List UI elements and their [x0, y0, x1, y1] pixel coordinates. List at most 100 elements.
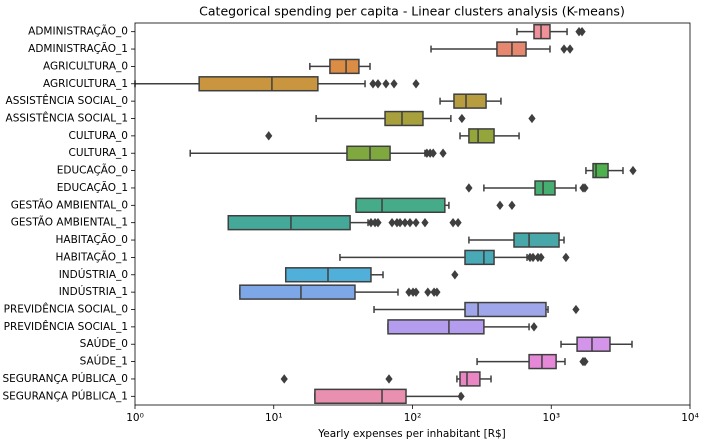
x-tick-label: 10⁴	[681, 412, 699, 424]
flier	[385, 374, 393, 384]
box	[533, 23, 551, 40]
box	[355, 197, 446, 214]
box-group	[430, 41, 574, 57]
box	[198, 76, 319, 92]
flier	[508, 200, 516, 210]
box-group	[314, 388, 465, 405]
box-group	[373, 301, 580, 318]
y-tick-label: GESTÃO AMBIENTAL_0	[11, 198, 128, 211]
box-group	[355, 197, 516, 214]
flier	[396, 218, 404, 228]
box	[346, 145, 391, 161]
box	[387, 319, 485, 335]
flier	[374, 218, 382, 228]
box	[227, 214, 351, 231]
box-group	[439, 93, 502, 109]
flier	[529, 252, 537, 263]
flier	[581, 183, 589, 193]
flier	[629, 165, 637, 176]
flier	[390, 79, 398, 89]
y-tick-label: EDUCAÇÃO_0	[57, 164, 128, 177]
box	[576, 336, 611, 352]
box	[459, 371, 481, 387]
y-tick-label: HABITAÇÃO_1	[55, 250, 128, 263]
flier	[367, 218, 375, 228]
flier	[578, 27, 586, 37]
box	[534, 180, 556, 196]
flier	[388, 218, 396, 228]
y-tick-label: ASSISTÊNCIA SOCIAL_0	[6, 94, 128, 107]
x-tick-label: 10¹	[265, 412, 283, 424]
flier	[421, 218, 429, 228]
box-group	[284, 267, 459, 283]
flier	[412, 287, 420, 297]
flier	[454, 218, 462, 228]
plot-area: 10⁰ 10¹ 10² 10³ 10⁴ ADMINISTRAÇÃO_0 ADMINISTRA…	[3, 23, 699, 424]
flier	[581, 356, 589, 367]
box-group	[339, 249, 570, 266]
x-axis-label: Yearly expenses per inhabitant [R$]	[317, 428, 506, 440]
flier	[401, 218, 409, 228]
flier	[405, 287, 413, 297]
y-tick-label: AGRICULTURA_0	[43, 60, 128, 72]
y-tick-label: SAÚDE_1	[80, 355, 128, 368]
y-tick-label: SAÚDE_0	[80, 337, 128, 350]
box	[239, 284, 356, 300]
flier	[439, 148, 447, 158]
chart-title: Categorical spending per capita - Linear…	[199, 4, 625, 19]
y-tick-label: EDUCAÇÃO_1	[57, 181, 128, 194]
flier	[369, 79, 377, 89]
box	[468, 128, 495, 144]
flier	[449, 218, 457, 228]
box-group	[516, 23, 586, 40]
y-tick-label: GESTÃO AMBIENTAL_1	[11, 216, 128, 229]
box-group	[387, 319, 538, 335]
box-group	[265, 128, 520, 144]
y-tick-label: AGRICULTURA_1	[43, 78, 128, 90]
flier	[458, 113, 466, 124]
flier	[433, 287, 441, 297]
y-tick-label: PREVIDÊNCIA SOCIAL_0	[4, 303, 128, 316]
y-tick-label: INDÚSTRIA_1	[59, 285, 128, 298]
flier	[374, 79, 382, 89]
y-tick-label: CULTURA_1	[68, 147, 128, 159]
box-group	[280, 371, 492, 387]
flier	[412, 218, 420, 228]
flier	[280, 374, 288, 384]
flier	[530, 322, 538, 332]
box	[314, 388, 407, 405]
box-group	[476, 353, 589, 370]
box	[329, 58, 360, 75]
box-group	[134, 76, 420, 92]
box-group	[465, 180, 589, 196]
y-tick-label: HABITAÇÃO_0	[55, 233, 128, 246]
flier	[451, 270, 459, 280]
x-tick-label: 10²	[404, 412, 422, 424]
box-group	[309, 58, 371, 75]
flier	[424, 287, 432, 297]
flier	[465, 183, 473, 193]
flier	[382, 79, 390, 89]
flier	[560, 44, 568, 54]
box	[453, 93, 487, 109]
flier	[562, 252, 570, 263]
box-group	[239, 284, 441, 300]
flier	[412, 79, 420, 89]
flier	[528, 113, 536, 124]
flier	[406, 218, 414, 228]
box-group	[560, 336, 633, 352]
box-group	[315, 110, 536, 127]
box	[464, 301, 547, 318]
flier	[566, 44, 574, 54]
box	[592, 162, 609, 179]
box-group	[468, 232, 565, 248]
x-tick-label: 10⁰	[126, 412, 144, 424]
y-tick-label: SEGURANÇA PÚBLICA_1	[3, 389, 129, 402]
box-group	[227, 214, 462, 231]
y-tick-label: ASSISTÊNCIA SOCIAL_1	[6, 112, 128, 125]
x-tick-label: 10³	[542, 412, 560, 424]
y-tick-label: CULTURA_0	[68, 130, 128, 142]
box-group	[189, 145, 447, 161]
flier	[496, 200, 504, 210]
